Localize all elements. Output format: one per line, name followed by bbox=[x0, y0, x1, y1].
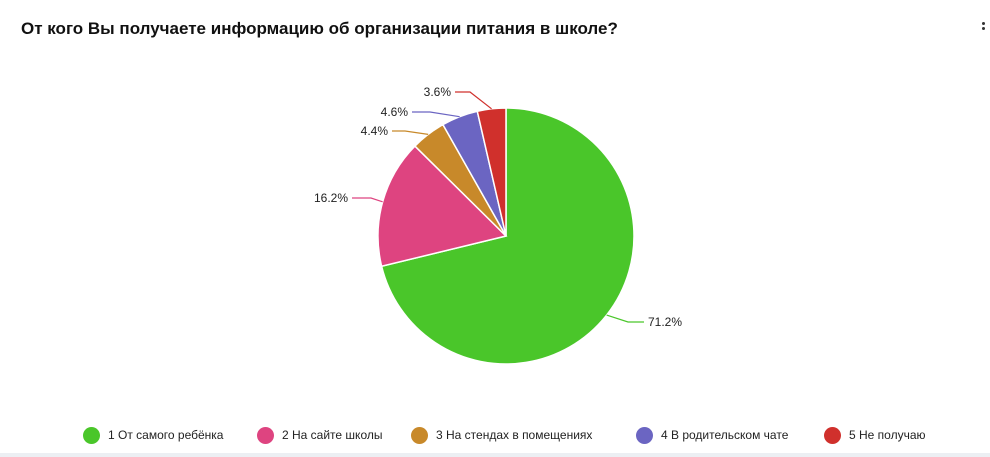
leader-line-1 bbox=[606, 314, 644, 323]
legend-item-5[interactable]: 5 Не получаю bbox=[824, 424, 926, 446]
pie-slice-1[interactable] bbox=[380, 107, 635, 365]
legend-swatch bbox=[411, 426, 428, 444]
legend-label: 4 В родительском чате bbox=[661, 428, 789, 442]
chart-title: От кого Вы получаете информацию об орган… bbox=[21, 19, 618, 38]
legend-label: 1 От самого ребёнка bbox=[108, 428, 224, 442]
legend-label: 5 Не получаю bbox=[849, 428, 926, 442]
leader-line-3 bbox=[392, 130, 429, 135]
data-label-3: 4.4% bbox=[361, 124, 389, 138]
legend: 1 От самого ребёнка 2 На сайте школы 3 На … bbox=[0, 424, 990, 446]
legend-swatch bbox=[83, 426, 100, 444]
legend-item-2[interactable]: 2 На сайте школы bbox=[257, 424, 382, 446]
data-label-4: 4.6% bbox=[381, 105, 409, 119]
data-label-1: 71.2% bbox=[648, 315, 682, 329]
leader-line-5 bbox=[455, 91, 492, 110]
legend-item-3[interactable]: 3 На стендах в помещениях bbox=[411, 424, 592, 446]
data-label-5: 3.6% bbox=[424, 85, 452, 99]
legend-item-1[interactable]: 1 От самого ребёнка bbox=[83, 424, 223, 446]
legend-swatch bbox=[636, 426, 653, 444]
pie-chart: 71.2% 16.2% 4.4% 4.6% 3.6% bbox=[314, 85, 682, 365]
data-label-2: 16.2% bbox=[314, 191, 348, 205]
kebab-menu-icon[interactable] bbox=[982, 22, 990, 36]
legend-label: 2 На сайте школы bbox=[282, 428, 383, 442]
leader-line-4 bbox=[412, 111, 460, 118]
bottom-divider bbox=[0, 453, 990, 457]
legend-item-4[interactable]: 4 В родительском чате bbox=[636, 424, 788, 446]
leader-line-2 bbox=[352, 197, 383, 203]
legend-swatch bbox=[257, 426, 274, 444]
legend-label: 3 На стендах в помещениях bbox=[436, 428, 593, 442]
legend-swatch bbox=[824, 426, 841, 444]
